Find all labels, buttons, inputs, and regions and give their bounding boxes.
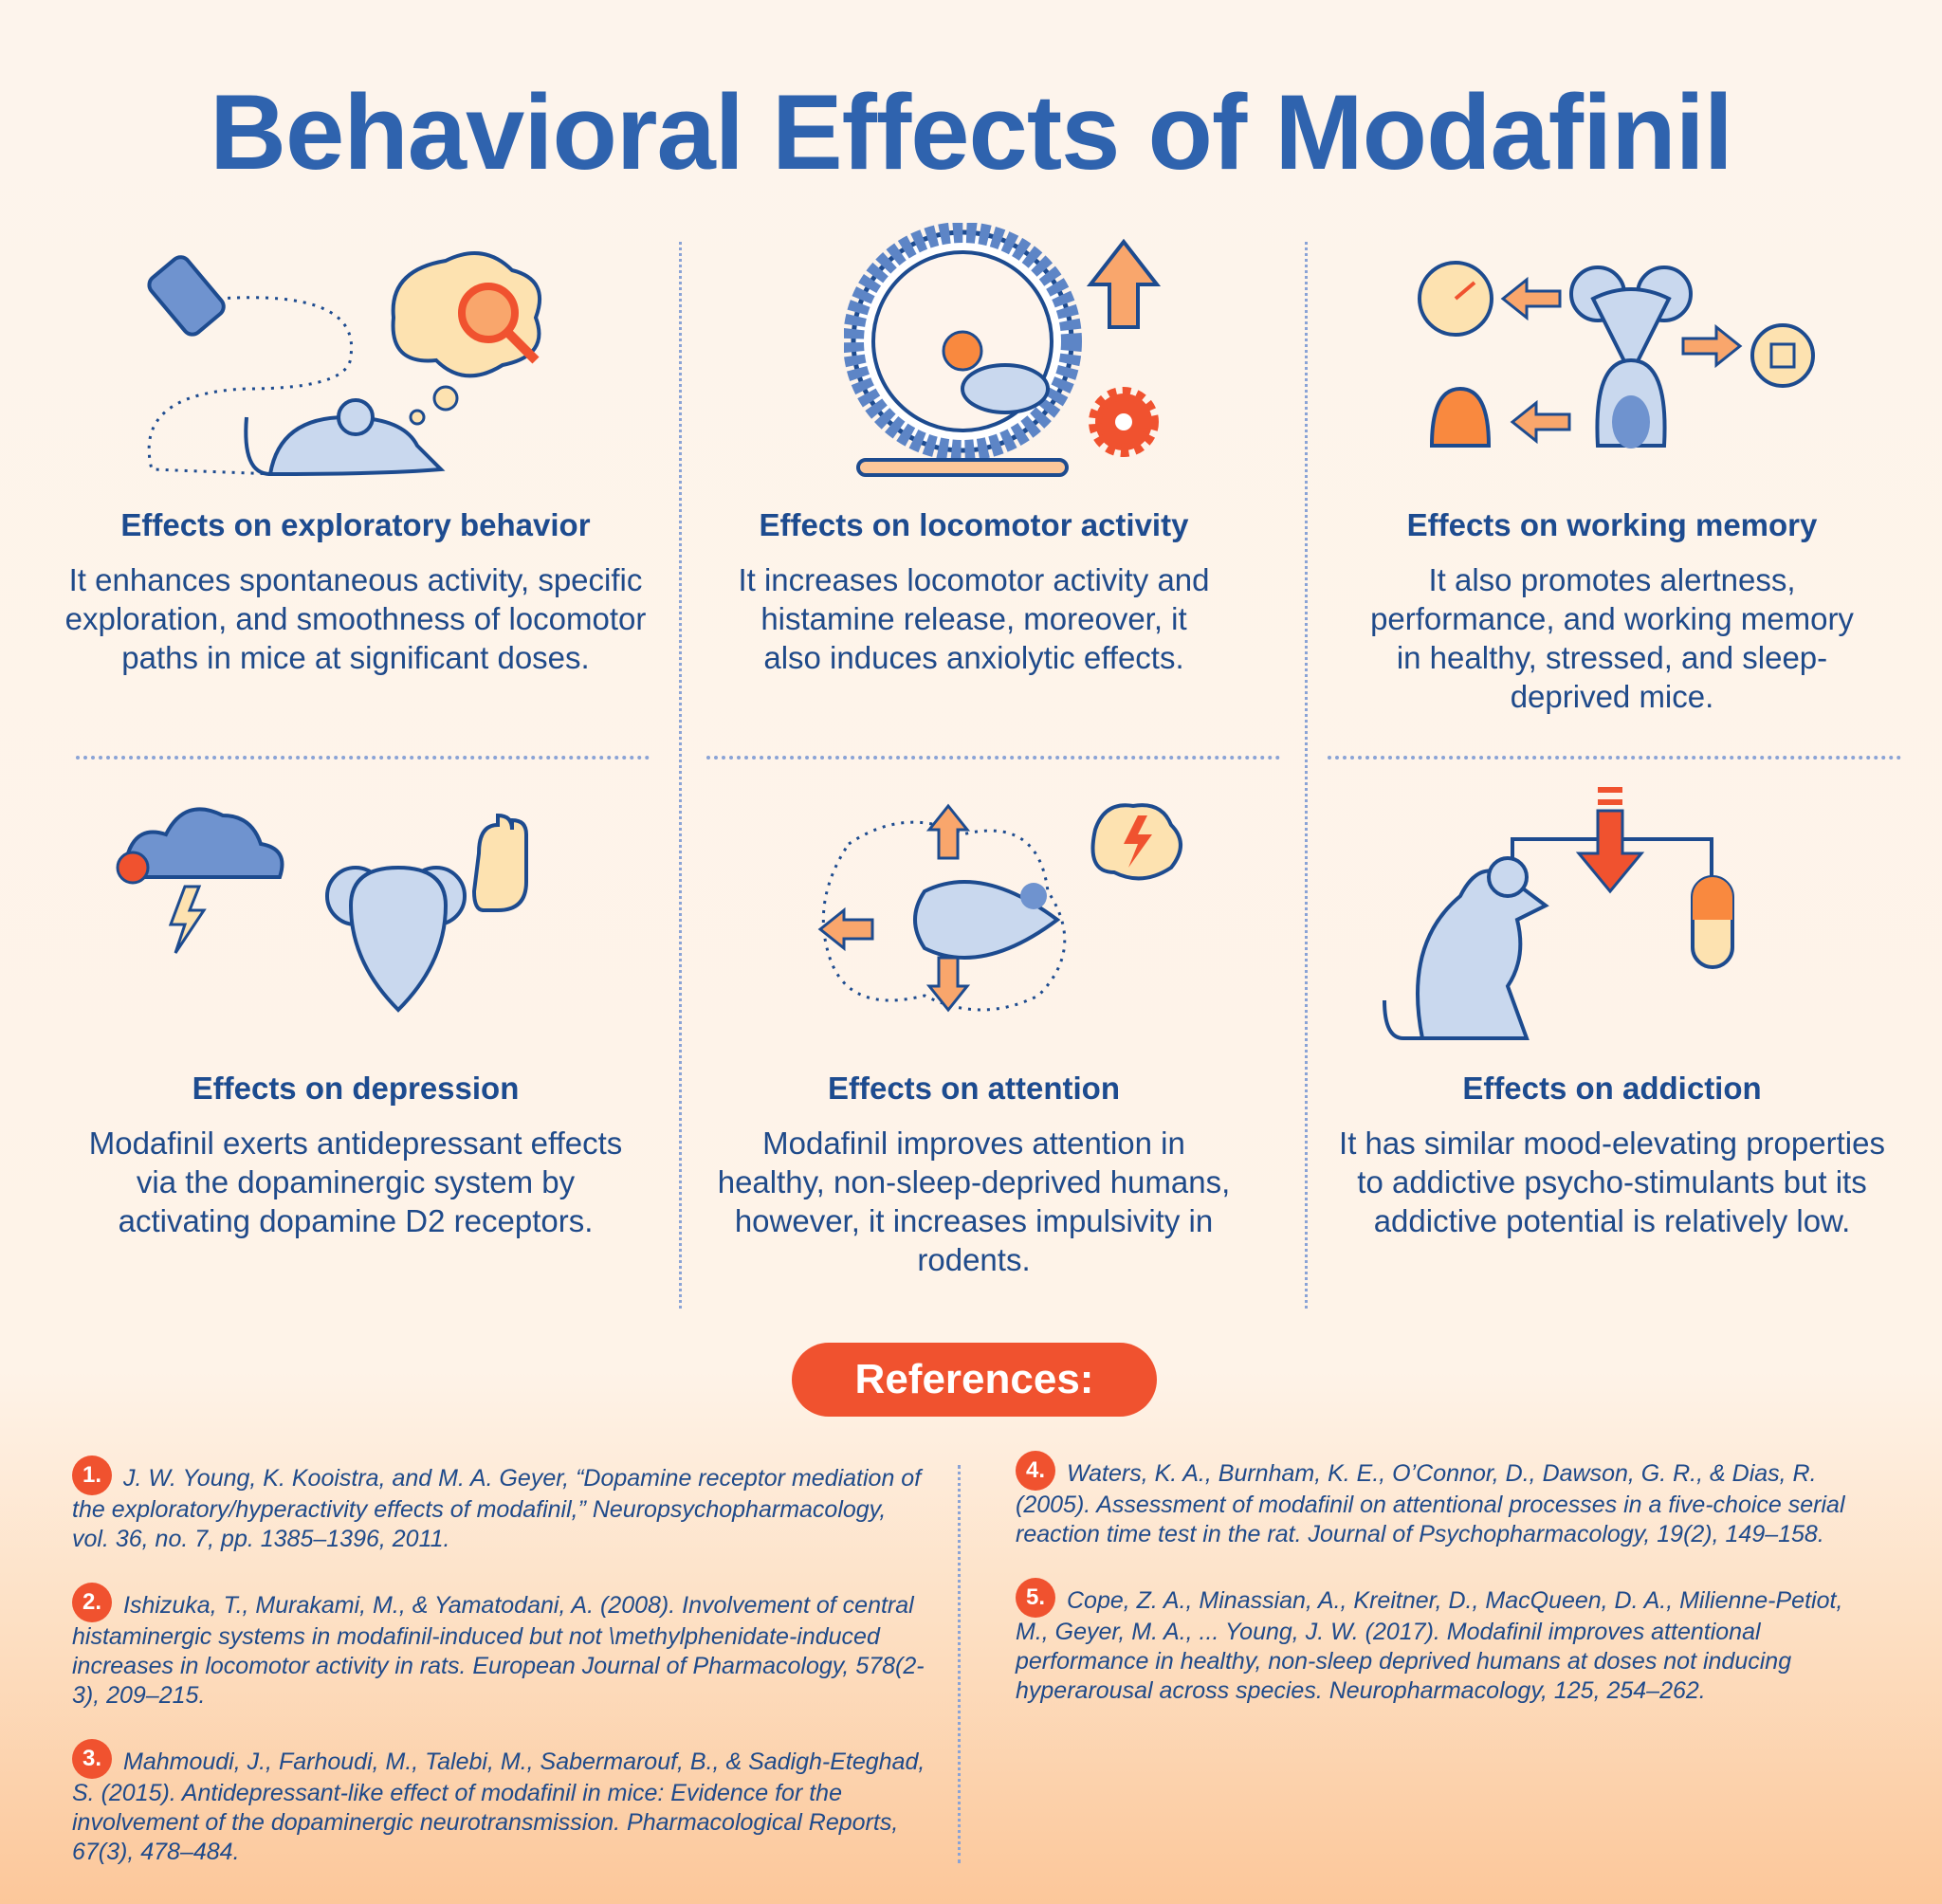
reference-text: J. W. Young, K. Kooistra, and M. A. Geye… xyxy=(72,1465,922,1552)
reference-item: 4. Waters, K. A., Burnham, K. E., O’Conno… xyxy=(1016,1451,1869,1549)
reference-number: 4. xyxy=(1016,1451,1055,1491)
section-text: Modafinil improves attention in healthy,… xyxy=(717,1126,1231,1277)
section-heading: Effects on attention xyxy=(827,1071,1120,1106)
page-title: Behavioral Effects of Modafinil xyxy=(210,73,1733,192)
section-heading: Effects on working memory xyxy=(1406,507,1818,542)
section-attention: Effects on attention Modafinil improves … xyxy=(680,1071,1268,1279)
section-exploratory-behavior: Effects on exploratory behavior It enhan… xyxy=(62,507,650,677)
section-heading: Effects on exploratory behavior xyxy=(120,507,591,542)
section-addiction: Effects on addiction It has similar mood… xyxy=(1318,1071,1906,1240)
row-divider xyxy=(706,756,1280,760)
references-left: 1. J. W. Young, K. Kooistra, and M. A. Ge… xyxy=(72,1455,925,1895)
section-heading: Effects on locomotor activity xyxy=(759,507,1189,542)
section-heading: Effects on addiction xyxy=(1462,1071,1762,1106)
reference-text: Ishizuka, T., Murakami, M., & Yamatodani… xyxy=(72,1592,925,1709)
section-text: It also promotes alertness, performance,… xyxy=(1370,562,1854,714)
section-text: It increases locomotor activity and hist… xyxy=(738,562,1210,675)
reference-number: 5. xyxy=(1016,1578,1055,1618)
references-label: References: xyxy=(792,1343,1157,1417)
section-working-memory: Effects on working memory It also promot… xyxy=(1318,507,1906,716)
hamster-wheel-icon xyxy=(844,223,1162,477)
row-divider xyxy=(76,756,650,760)
section-text: Modafinil exerts antidepressant effects … xyxy=(88,1126,623,1238)
mouse-brain-icon xyxy=(1418,261,1815,449)
reference-text: Cope, Z. A., Minassian, A., Kreitner, D.… xyxy=(1016,1587,1843,1704)
reference-item: 2. Ishizuka, T., Murakami, M., & Yamatoda… xyxy=(72,1583,925,1711)
references-divider xyxy=(958,1465,961,1863)
column-divider xyxy=(679,242,682,1309)
mouse-storm-icon xyxy=(116,807,528,1013)
references-right: 4. Waters, K. A., Burnham, K. E., O’Conno… xyxy=(1016,1451,1869,1734)
column-divider xyxy=(1305,242,1308,1309)
section-text: It has similar mood-elevating properties… xyxy=(1339,1126,1885,1238)
reference-item: 5. Cope, Z. A., Minassian, A., Kreitner, … xyxy=(1016,1578,1869,1706)
reference-number: 3. xyxy=(72,1739,112,1779)
reference-text: Mahmoudi, J., Farhoudi, M., Talebi, M., … xyxy=(72,1748,925,1865)
mouse-pill-icon xyxy=(1383,787,1734,1040)
section-heading: Effects on depression xyxy=(192,1071,520,1106)
reference-number: 2. xyxy=(72,1583,112,1622)
reference-item: 1. J. W. Young, K. Kooistra, and M. A. Ge… xyxy=(72,1455,925,1554)
section-depression: Effects on depression Modafinil exerts a… xyxy=(62,1071,650,1240)
reference-item: 3. Mahmoudi, J., Farhoudi, M., Talebi, M.… xyxy=(72,1739,925,1867)
mouse-arrows-icon xyxy=(817,803,1182,1013)
reference-number: 1. xyxy=(72,1455,112,1495)
row-divider xyxy=(1328,756,1901,760)
section-locomotor-activity: Effects on locomotor activity It increas… xyxy=(680,507,1268,677)
section-text: It enhances spontaneous activity, specif… xyxy=(64,562,647,675)
mouse-exploring-icon xyxy=(147,251,541,477)
reference-text: Waters, K. A., Burnham, K. E., O’Connor,… xyxy=(1016,1460,1845,1547)
